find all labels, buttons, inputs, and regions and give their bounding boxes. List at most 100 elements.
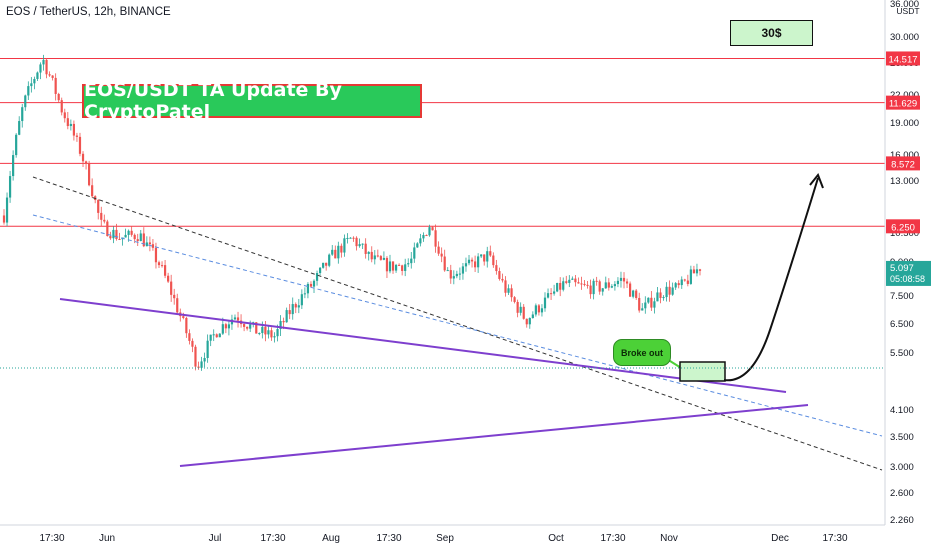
candle-body: [665, 286, 668, 298]
candle-body: [534, 305, 537, 315]
candle-body: [653, 301, 656, 308]
candle-body: [419, 238, 422, 244]
candle-body: [446, 270, 449, 272]
candle-body: [78, 136, 82, 154]
candle-body: [167, 275, 170, 282]
candle-body: [18, 121, 21, 135]
candle-body: [2, 215, 6, 223]
candle-body: [45, 59, 48, 75]
candle-body: [537, 305, 541, 313]
candle-body: [194, 346, 197, 367]
candle-body: [170, 281, 173, 295]
y-tick-label: 3.500: [890, 432, 914, 443]
candle-body: [422, 235, 425, 239]
y-tick-label: 19.000: [890, 118, 919, 129]
candle-body: [60, 100, 63, 113]
candle-body: [246, 326, 249, 329]
candle-body: [318, 267, 322, 274]
candle-body: [72, 123, 76, 136]
candle-body: [674, 283, 677, 288]
candle-body: [434, 230, 437, 247]
current-price-label: 5.097: [890, 263, 914, 274]
candle-body: [185, 317, 188, 334]
candle-body: [54, 77, 57, 94]
candle-body: [212, 334, 215, 336]
candle-body: [492, 255, 495, 266]
candle-body: [361, 243, 364, 245]
candle-body: [619, 277, 623, 281]
candle-body: [659, 292, 662, 298]
candle-body: [698, 269, 702, 271]
candle-body: [385, 257, 389, 272]
candle-body: [243, 324, 246, 327]
candle-body: [528, 318, 531, 325]
candle-body: [680, 279, 683, 286]
candle-body: [522, 306, 525, 319]
x-axis[interactable]: 17:30 Jun Jul 17:30 Aug 17:30 Sep Oct 17:30 Nov De…: [0, 524, 885, 544]
candle-body: [638, 297, 641, 311]
x-tick-label: 17:30: [39, 533, 64, 544]
candle-body: [173, 294, 176, 299]
candle-body: [583, 283, 586, 285]
candle-body: [145, 242, 148, 247]
y-tick-label: 2.260: [890, 515, 914, 526]
x-tick-label: Jun: [99, 533, 115, 544]
candle-body: [622, 277, 626, 282]
candle-body: [489, 251, 492, 256]
candle-body: [5, 197, 9, 223]
candle-body: [686, 280, 689, 284]
candle-body: [401, 265, 404, 271]
y-tick-label: 5.500: [890, 348, 914, 359]
candle-body: [8, 176, 12, 198]
candle-body: [261, 326, 264, 334]
candle-body: [267, 330, 270, 335]
x-tick-label: 17:30: [600, 533, 625, 544]
level-badge-label: 11.629: [889, 99, 917, 110]
candle-body: [100, 212, 103, 220]
candle-body: [124, 234, 127, 238]
candle-body: [264, 326, 267, 335]
candle-body: [510, 288, 513, 298]
y-tick-label: 16.000: [890, 150, 919, 161]
candle-body: [258, 333, 261, 335]
y-axis[interactable]: USDT36.00030.00026.00022.00019.00016.000…: [884, 0, 932, 526]
candle-body: [300, 294, 303, 306]
candle-body: [109, 236, 112, 239]
candle-body: [689, 269, 692, 284]
candle-body: [589, 285, 592, 295]
candle-body: [586, 284, 589, 286]
candle-body: [112, 229, 115, 239]
candle-body: [604, 282, 607, 289]
candle-body: [349, 237, 352, 239]
candle-body: [370, 251, 373, 260]
candle-body: [97, 200, 100, 213]
candle-body: [376, 255, 379, 257]
candle-body: [458, 273, 461, 275]
candle-body: [398, 264, 401, 266]
candle-body: [440, 253, 443, 257]
candle-body: [540, 308, 544, 313]
candle-body: [683, 279, 686, 281]
candle-body: [461, 266, 465, 274]
x-tick-label: Jul: [209, 533, 222, 544]
x-tick-label: 17:30: [376, 533, 401, 544]
candle-body: [531, 314, 534, 319]
candle-body: [48, 74, 51, 76]
candle-body: [543, 297, 547, 309]
level-badge: [886, 219, 920, 234]
candle-body: [160, 265, 164, 267]
candle-body: [221, 324, 224, 334]
candle-body: [443, 256, 446, 271]
candle-body: [404, 264, 407, 271]
y-tick-label: 22.000: [890, 90, 919, 101]
candle-body: [668, 286, 671, 295]
candle-body: [66, 118, 69, 127]
candle-body: [425, 235, 428, 237]
y-tick-label: 30.000: [890, 32, 919, 43]
candle-body: [203, 357, 206, 362]
candle-body: [692, 269, 696, 274]
x-tick-label: Dec: [771, 533, 789, 544]
candle-body: [628, 283, 632, 297]
candle-body: [671, 287, 674, 295]
candle-body: [328, 254, 331, 266]
